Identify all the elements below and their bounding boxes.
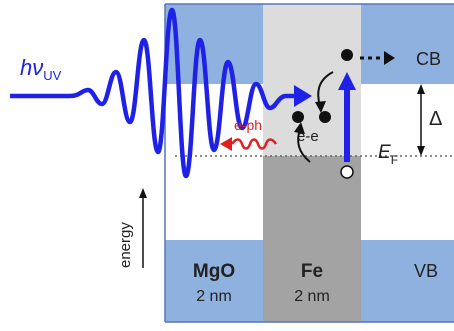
mgo-right-valence-band <box>361 240 454 322</box>
mgo-conduction-band <box>165 4 263 84</box>
ee-electron-2 <box>319 111 331 123</box>
photon-label: hνUV <box>20 55 62 83</box>
energy-label: energy <box>117 222 134 268</box>
pulse-arrowhead <box>294 85 312 107</box>
fe-layer-lower <box>263 156 361 322</box>
hole <box>340 165 354 179</box>
uv-pulse-wave <box>10 7 296 179</box>
excitation-arrowhead <box>338 72 356 90</box>
mgo-valence-band <box>165 240 263 322</box>
excited-electron <box>341 49 353 61</box>
gap-label: Δ <box>429 108 442 130</box>
mgo-label: MgO <box>193 261 235 282</box>
eph-wavy-arrow <box>230 138 278 150</box>
fe-thickness: 2 nm <box>294 288 330 305</box>
fermi-subscript: F <box>391 153 398 167</box>
energy-axis-arrowhead <box>139 188 147 198</box>
fe-label: Fe <box>301 261 323 282</box>
fermi-label: EF <box>378 142 398 167</box>
gap-arrow-top <box>417 84 425 94</box>
ee-electron-1 <box>292 111 304 123</box>
vb-label: VB <box>414 261 438 281</box>
cb-label: CB <box>416 49 441 69</box>
eph-arrowhead <box>220 137 232 151</box>
mgo-right-conduction-band <box>361 4 454 84</box>
photon-subscript: UV <box>43 68 61 83</box>
eph-label: e-ph <box>234 117 262 133</box>
escape-arrowhead <box>384 51 395 65</box>
mgo-thickness: 2 nm <box>196 288 232 305</box>
ee-scatter-arrowhead <box>294 122 305 134</box>
gap-arrow-bottom <box>417 146 425 156</box>
cascade-arrowhead <box>315 101 326 113</box>
